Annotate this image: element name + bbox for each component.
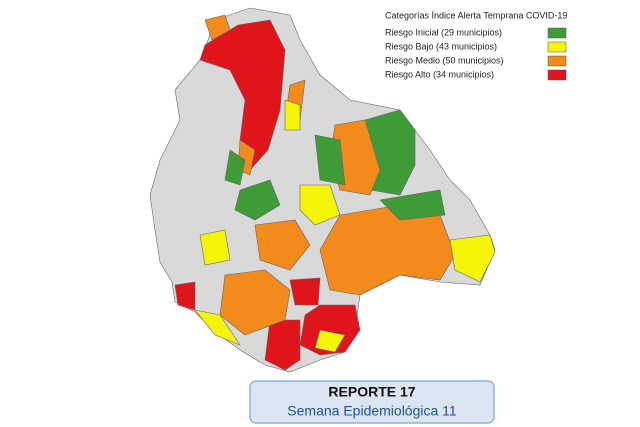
- region: [314, 329, 346, 353]
- region: [174, 281, 196, 311]
- region: [299, 304, 361, 356]
- region: [204, 14, 231, 41]
- region: [319, 204, 456, 296]
- region: [224, 149, 246, 186]
- region: [449, 234, 496, 283]
- report-title: REPORTE 17: [328, 384, 415, 400]
- region: [284, 99, 301, 131]
- legend-title: Categorías Índice Alerta Temprana COVID-…: [385, 10, 567, 20]
- legend-swatch: [547, 41, 567, 53]
- legend: Categorías Índice Alerta Temprana COVID-…: [385, 10, 567, 81]
- region: [299, 184, 341, 226]
- region: [234, 179, 281, 221]
- legend-label: Riesgo Inicial (29 municipios): [385, 27, 502, 37]
- region: [194, 309, 241, 346]
- region: [379, 189, 446, 221]
- legend-label: Riesgo Bajo (43 municipios): [385, 41, 497, 51]
- region: [314, 134, 346, 186]
- region: [254, 219, 311, 271]
- map: [149, 7, 496, 373]
- region: [199, 229, 231, 266]
- legend-swatch: [547, 55, 567, 67]
- legend-swatch: [547, 27, 567, 39]
- legend-swatch: [547, 69, 567, 81]
- report-box: [249, 380, 495, 424]
- legend-label: Riesgo Alto (34 municipios): [385, 69, 494, 79]
- region: [289, 277, 321, 306]
- region: [264, 319, 301, 371]
- legend-label: Riesgo Medio (50 municipios): [385, 55, 504, 65]
- report-subtitle: Semana Epidemiológica 11: [287, 403, 457, 419]
